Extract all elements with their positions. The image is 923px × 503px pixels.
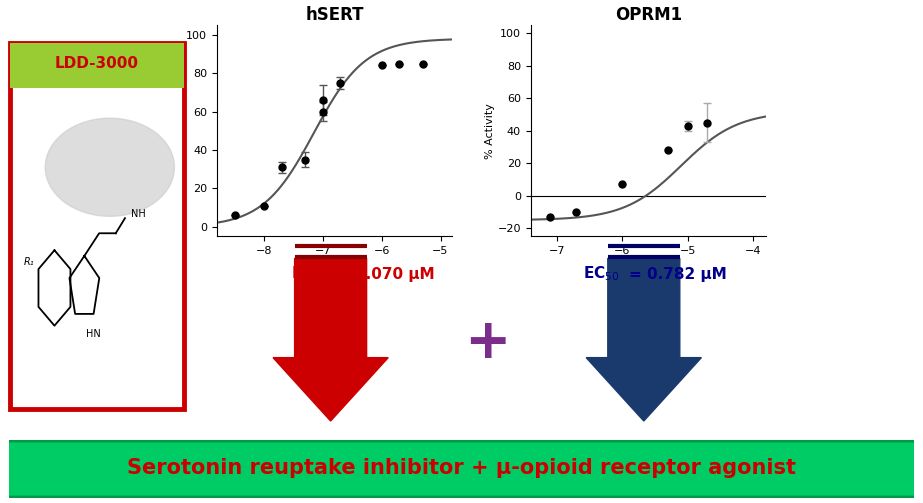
- Text: LDD-3000: LDD-3000: [54, 56, 139, 71]
- Text: HN: HN: [86, 329, 101, 339]
- Text: = 0.782 μM: = 0.782 μM: [629, 267, 727, 282]
- Text: IC$_{50}$: IC$_{50}$: [291, 265, 323, 284]
- Text: R₁: R₁: [24, 257, 34, 267]
- Title: hSERT: hSERT: [306, 6, 364, 24]
- Text: Serotonin reuptake inhibitor + μ-opioid receptor agonist: Serotonin reuptake inhibitor + μ-opioid …: [127, 458, 796, 478]
- Text: = 0.070 μM: = 0.070 μM: [337, 267, 435, 282]
- Title: OPRM1: OPRM1: [615, 6, 682, 24]
- FancyBboxPatch shape: [10, 43, 184, 408]
- Text: +: +: [464, 316, 510, 370]
- Ellipse shape: [45, 118, 174, 216]
- Y-axis label: % Activity: % Activity: [485, 103, 495, 159]
- FancyArrow shape: [273, 259, 389, 421]
- Text: NH: NH: [130, 209, 145, 219]
- Text: EC$_{50}$: EC$_{50}$: [583, 265, 620, 284]
- FancyArrow shape: [586, 259, 701, 421]
- FancyBboxPatch shape: [10, 43, 184, 88]
- Y-axis label: % inhibition: % inhibition: [174, 98, 184, 164]
- FancyBboxPatch shape: [0, 441, 923, 497]
